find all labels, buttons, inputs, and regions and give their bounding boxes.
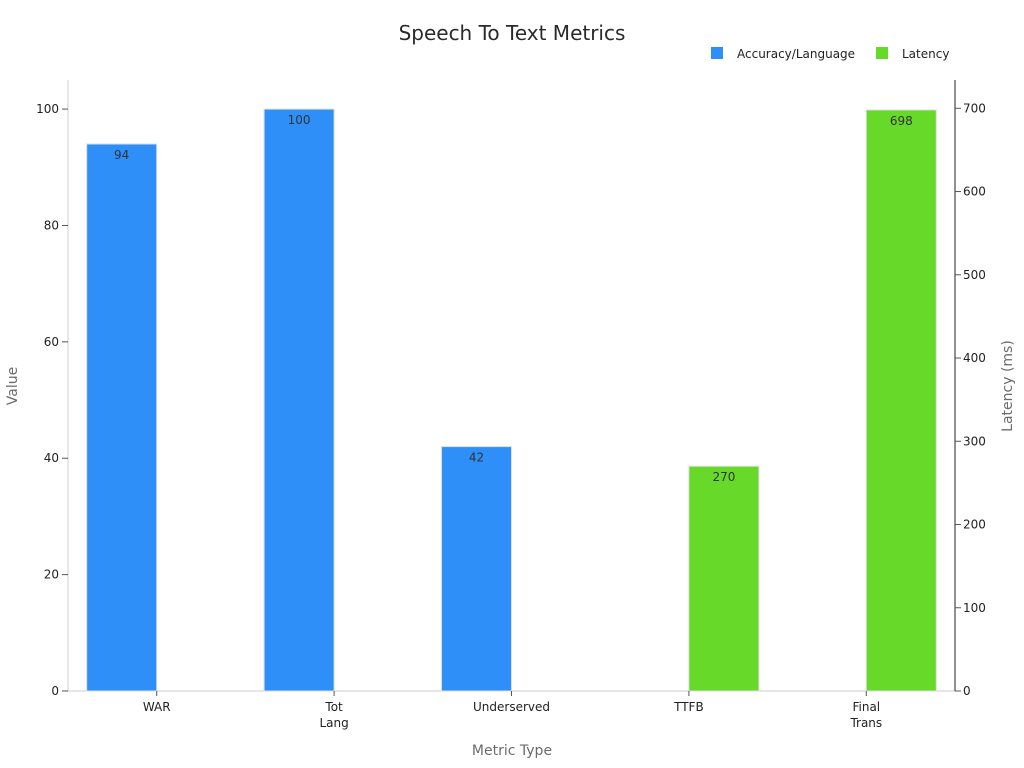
y2-tick-label: 600 [963, 185, 986, 199]
x-tick-label: Lang [319, 716, 348, 730]
bar [865, 109, 937, 692]
y2-tick-label: 500 [963, 268, 986, 282]
x-tick-label: Trans [849, 716, 882, 730]
bar-value-label: 94 [114, 148, 129, 162]
y-tick-label: 40 [44, 451, 59, 465]
y2-tick-label: 0 [963, 684, 971, 698]
x-ticks: WAR Tot Lang Underserved TTFB Final Trans [143, 691, 882, 730]
legend-swatch [711, 47, 723, 59]
bar [441, 446, 512, 692]
bar-labels: 94 100 42 270 698 [114, 113, 913, 484]
y2-ticks: 0 100 200 300 400 500 600 700 [955, 101, 986, 698]
y-tick-label: 0 [51, 684, 59, 698]
y2-tick-label: 300 [963, 434, 986, 448]
x-tick-label: Tot [324, 700, 343, 714]
y2-axis-title: Latency (ms) [1000, 340, 1016, 432]
legend-label: Accuracy/Language [737, 47, 855, 61]
y-axis-title: Value [5, 367, 21, 405]
y-tick-label: 100 [36, 102, 59, 116]
y-tick-label: 80 [44, 218, 59, 232]
y-tick-label: 20 [44, 568, 59, 582]
bar [263, 108, 335, 692]
bar [688, 465, 760, 692]
x-tick-label: TTFB [673, 700, 704, 714]
y2-tick-label: 200 [963, 518, 986, 532]
bar-value-label: 100 [288, 113, 311, 127]
y2-tick-label: 400 [963, 351, 986, 365]
x-tick-label: Underserved [473, 700, 550, 714]
y-ticks: 0 20 40 60 80 100 [36, 102, 68, 698]
x-axis-title: Metric Type [472, 743, 552, 759]
y2-tick-label: 700 [963, 101, 986, 115]
legend-swatch [876, 47, 888, 59]
x-tick-label: Final [852, 700, 880, 714]
legend-label: Latency [902, 47, 949, 61]
bar [86, 143, 158, 692]
bars [86, 108, 937, 692]
y-tick-label: 60 [44, 335, 59, 349]
x-tick-label: WAR [143, 700, 171, 714]
y2-tick-label: 100 [963, 601, 986, 615]
bar-value-label: 270 [712, 470, 735, 484]
legend: Accuracy/Language Latency [711, 47, 949, 61]
chart-title: Speech To Text Metrics [399, 21, 626, 45]
bar-value-label: 42 [469, 451, 484, 465]
bar-value-label: 698 [890, 114, 913, 128]
